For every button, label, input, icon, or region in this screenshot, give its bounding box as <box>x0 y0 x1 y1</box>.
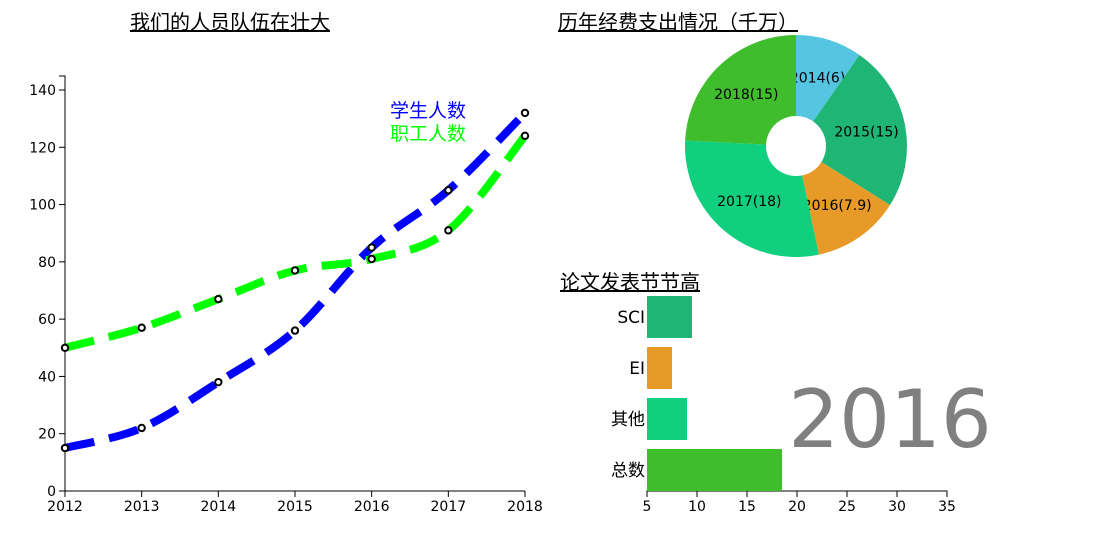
bar <box>647 296 692 338</box>
x-tick-label: 15 <box>738 499 756 515</box>
data-point <box>520 108 530 118</box>
bar <box>647 398 687 440</box>
pie-slice <box>685 35 796 145</box>
pie-slice-label: 2017(18) <box>717 194 781 210</box>
x-tick-label: 2012 <box>47 499 83 515</box>
series-line-1 <box>63 110 528 452</box>
x-tick-label: 30 <box>888 499 906 515</box>
bar-category-label: 其他 <box>611 410 645 430</box>
series-line-2 <box>63 133 529 352</box>
x-tick-label: 2018 <box>507 499 543 515</box>
data-point <box>60 443 70 453</box>
data-point <box>60 343 70 352</box>
bar-category-label: EI <box>629 359 645 379</box>
data-point <box>290 326 300 335</box>
legend-label-2: 职工人数 <box>390 123 466 145</box>
bar-category-label: 总数 <box>611 461 645 481</box>
pie-chart: 2014(6) 2015(15) 2016(7.9) 2017(18) 2018(15) <box>684 35 907 257</box>
y-tick-label: 80 <box>38 255 56 271</box>
y-tick-label: 0 <box>47 484 56 500</box>
x-tick-label: 35 <box>938 499 956 515</box>
data-point <box>214 294 223 304</box>
y-tick-label: 20 <box>38 427 56 443</box>
data-point <box>367 254 376 264</box>
y-axis-line <box>59 75 66 492</box>
y-tick-label: 40 <box>38 369 56 385</box>
bar-chart-title: 论文发表节节高 <box>560 270 700 294</box>
pie-slice-label: 2015(15) <box>834 125 898 141</box>
pie-slice <box>802 161 890 255</box>
x-tick-label: 2017 <box>431 499 467 515</box>
data-point <box>137 323 146 332</box>
pie-slice <box>796 35 860 122</box>
data-point <box>137 423 146 433</box>
x-tick-label: 25 <box>838 499 856 515</box>
x-tick-label: 2014 <box>201 499 237 515</box>
y-tick-label: 60 <box>38 312 56 328</box>
pie-slice-label: 2016(7.9) <box>803 198 872 214</box>
x-tick-label: 2015 <box>277 499 313 515</box>
legend-label-1: 学生人数 <box>390 100 466 122</box>
data-point <box>290 266 300 275</box>
data-point <box>367 243 376 252</box>
data-point <box>444 186 453 195</box>
x-tick-label: 2013 <box>124 499 160 515</box>
bar-category-label: SCI <box>617 308 645 328</box>
line-chart-title: 我们的人员队伍在壮大 <box>130 10 330 34</box>
line-chart: 0 20 40 60 80 100 120 140 2012 2013 2014 2015 2016 20… <box>29 75 543 515</box>
x-tick-label: 20 <box>788 499 806 515</box>
data-point <box>214 377 223 387</box>
pie-slice <box>813 54 907 206</box>
data-point <box>444 226 453 235</box>
x-tick-label: 2016 <box>354 499 390 515</box>
pie-slice-label: 2018(15) <box>714 87 778 103</box>
bar <box>647 449 782 491</box>
bar <box>647 347 672 389</box>
pie-chart-title: 历年经费支出情况（千万） <box>558 10 798 34</box>
data-point <box>520 131 530 141</box>
current-year-label: 2016 <box>788 373 992 466</box>
pie-slice-label: 2014(6) <box>790 70 845 86</box>
x-tick-label: 5 <box>643 499 652 515</box>
pie-slice <box>684 140 819 257</box>
y-tick-label: 100 <box>29 198 56 214</box>
x-tick-label: 10 <box>688 499 706 515</box>
y-tick-label: 140 <box>29 83 56 99</box>
y-tick-label: 120 <box>29 140 56 156</box>
